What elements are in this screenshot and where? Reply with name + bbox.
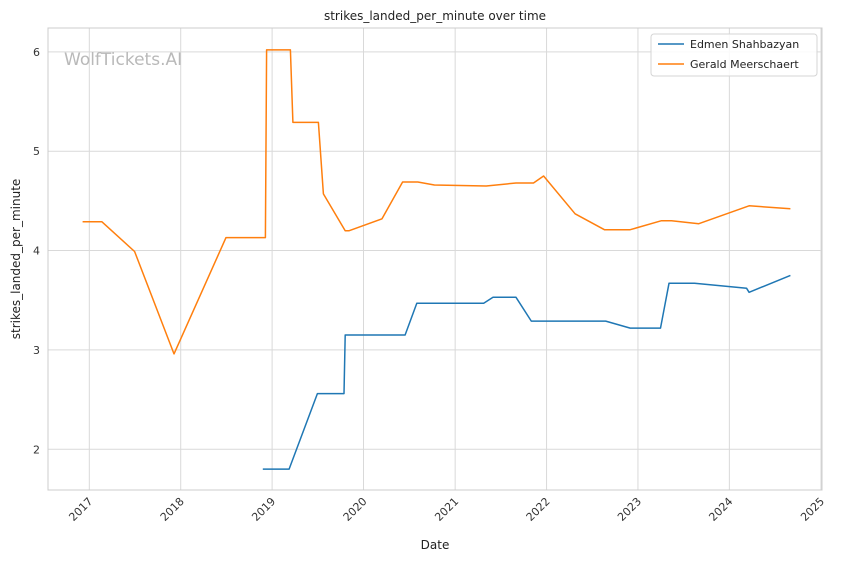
x-tick-label: 2023: [615, 495, 644, 524]
x-tick-label: 2017: [66, 495, 95, 524]
legend-box: [650, 33, 818, 77]
y-tick-label: 2: [33, 443, 40, 456]
series-line-edmen-shahbazyan: [262, 274, 791, 470]
y-axis-title: strikes_landed_per_minute: [9, 179, 23, 340]
x-axis-title: Date: [421, 538, 450, 552]
legend: Edmen Shahbazyan Gerald Meerschaert: [650, 33, 818, 77]
x-tick-label: 2020: [341, 495, 370, 524]
x-tick-label: 2018: [158, 495, 187, 524]
legend-label-edmen: Edmen Shahbazyan: [690, 38, 799, 51]
plot-background: [48, 28, 822, 490]
watermark: WolfTickets.AI: [64, 50, 182, 70]
series-layer: [82, 49, 791, 470]
y-tick-label: 4: [33, 245, 40, 258]
y-tick-label: 5: [33, 145, 40, 158]
plot-frame: [47, 27, 823, 491]
legend-label-gerald: Gerald Meerschaert: [690, 58, 799, 71]
chart-title: strikes_landed_per_minute over time: [324, 9, 546, 23]
x-tick-label: 2025: [798, 495, 827, 524]
x-tick-label: 2024: [706, 495, 735, 524]
x-tick-label: 2019: [249, 495, 278, 524]
y-tick-label: 3: [33, 344, 40, 357]
series-line-gerald-meerschaert: [82, 49, 791, 355]
x-tick-label: 2022: [524, 495, 553, 524]
y-tick-label: 6: [33, 46, 40, 59]
x-tick-label: 2021: [432, 495, 461, 524]
